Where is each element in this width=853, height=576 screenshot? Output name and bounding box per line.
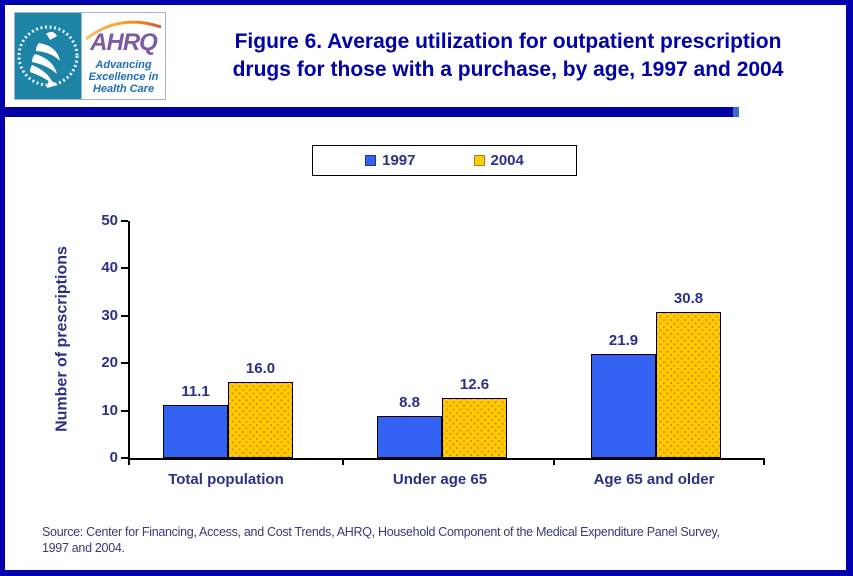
bar-1997-age-65-and-older [591, 354, 656, 458]
y-axis-title: Number of prescriptions [53, 246, 71, 432]
bar-1997-under-age-65 [377, 416, 442, 458]
plot-area: 11.1 16.0 8.8 12.6 21.9 30.8 [128, 221, 765, 465]
header-divider-bar-tip [733, 107, 739, 117]
y-tick-mark [121, 220, 128, 222]
figure-title-line1: Figure 6. Average utilization for outpat… [234, 30, 782, 53]
y-tick-label: 40 [101, 259, 118, 277]
bar-value-label: 16.0 [245, 360, 276, 377]
figure-title-line2: drugs for those with a purchase, by age,… [232, 58, 784, 81]
bar-value-label: 30.8 [673, 290, 704, 307]
hhs-seal-icon [15, 13, 81, 99]
bar-value-label: 11.1 [181, 383, 210, 400]
y-tick-label: 0 [109, 449, 118, 466]
ahrq-tagline: Advancing Excellence in Health Care [89, 59, 159, 95]
x-axis-tick [553, 458, 555, 465]
bar-value-label: 21.9 [608, 332, 639, 349]
ahrq-logo-panel: AHRQ Advancing Excellence in Health Care [81, 13, 165, 99]
chart-legend: 1997 2004 [312, 145, 577, 176]
x-axis-tick [763, 458, 765, 465]
hhs-eagle-icon [15, 13, 81, 99]
x-category-label: Total population [168, 471, 284, 488]
y-tick-mark [121, 314, 128, 317]
source-line2: 1997 and 2004. [42, 541, 125, 555]
legend-swatch-1997 [365, 155, 377, 166]
ahrq-tagline-line: Excellence in [88, 71, 159, 83]
ahrq-hhs-logo: AHRQ Advancing Excellence in Health Care [14, 12, 166, 100]
y-tick-mark [121, 362, 128, 365]
bar-1997-total-population [163, 405, 228, 458]
bar-value-label: 12.6 [459, 376, 490, 393]
ahrq-wordmark: AHRQ [90, 29, 158, 56]
y-tick-label: 20 [101, 354, 118, 372]
y-tick-label: 10 [101, 401, 118, 419]
legend-swatch-2004 [473, 155, 485, 166]
source-note: Source: Center for Financing, Access, an… [42, 524, 833, 556]
ahrq-swoosh-icon [85, 20, 162, 41]
figure-title: Figure 6. Average utilization for outpat… [175, 28, 841, 84]
bar-value-label: 8.8 [399, 394, 420, 411]
x-axis-tick [128, 458, 130, 465]
y-tick-mark [121, 457, 128, 459]
legend-item-2004: 2004 [473, 152, 524, 169]
bar-2004-total-population [228, 382, 293, 458]
bar-2004-under-age-65 [442, 398, 507, 458]
ahrq-tagline-line: Health Care [92, 83, 155, 95]
ahrq-tagline-line: Advancing [95, 59, 152, 71]
header-divider-bar [0, 107, 733, 117]
x-category-label: Under age 65 [392, 471, 488, 488]
legend-label-1997: 1997 [382, 152, 416, 169]
y-tick-mark [121, 267, 128, 270]
y-tick-label: 30 [101, 306, 118, 324]
legend-label-2004: 2004 [490, 152, 524, 169]
y-tick-mark [121, 409, 128, 412]
bar-2004-age-65-and-older [656, 312, 721, 458]
x-axis-tick [342, 458, 344, 465]
y-tick-label: 50 [101, 212, 118, 229]
x-category-label: Age 65 and older [593, 471, 715, 488]
source-line1: Source: Center for Financing, Access, an… [42, 525, 720, 539]
legend-item-1997: 1997 [365, 152, 416, 169]
